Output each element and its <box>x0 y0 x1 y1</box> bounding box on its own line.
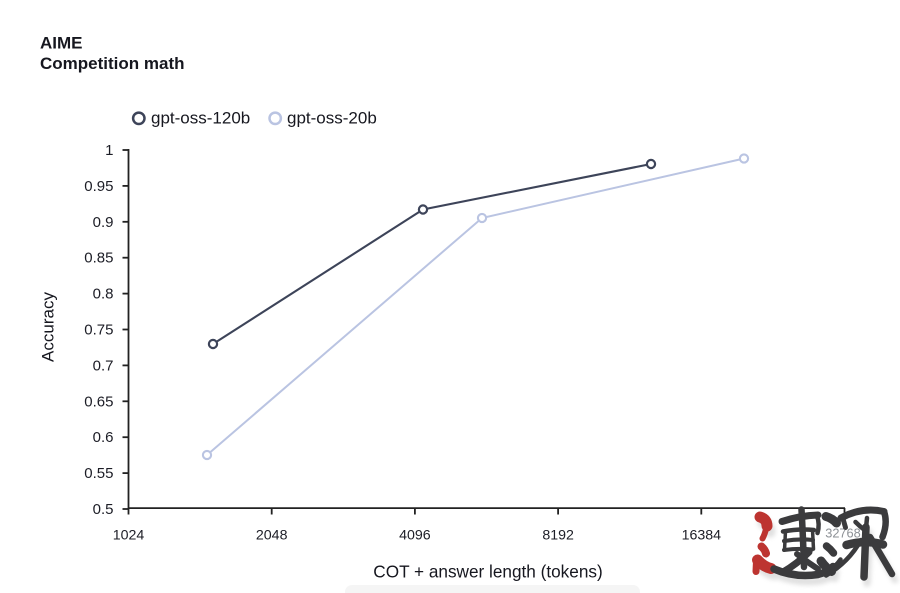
svg-text:0.65: 0.65 <box>84 393 113 410</box>
svg-text:0.95: 0.95 <box>84 178 113 195</box>
svg-text:gpt-oss-120b: gpt-oss-120b <box>151 109 250 128</box>
svg-text:0.5: 0.5 <box>93 501 114 518</box>
svg-text:2048: 2048 <box>256 528 288 544</box>
svg-text:16384: 16384 <box>682 528 722 544</box>
svg-text:0.7: 0.7 <box>93 357 114 374</box>
svg-text:1: 1 <box>105 142 113 159</box>
svg-text:0.75: 0.75 <box>84 322 113 339</box>
svg-text:1024: 1024 <box>113 528 145 544</box>
svg-text:8192: 8192 <box>542 528 574 544</box>
svg-text:Accuracy: Accuracy <box>39 292 58 362</box>
svg-text:gpt-oss-20b: gpt-oss-20b <box>287 109 377 128</box>
svg-text:32768: 32768 <box>825 526 861 541</box>
svg-text:0.9: 0.9 <box>93 214 114 231</box>
svg-text:4096: 4096 <box>399 528 431 544</box>
svg-text:COT + answer length (tokens): COT + answer length (tokens) <box>373 562 602 582</box>
svg-text:0.8: 0.8 <box>93 286 114 303</box>
svg-text:0.85: 0.85 <box>84 250 113 267</box>
svg-text:0.6: 0.6 <box>93 429 114 446</box>
svg-text:Competition math: Competition math <box>40 54 185 73</box>
svg-text:0.55: 0.55 <box>84 465 113 482</box>
svg-text:AIME: AIME <box>40 34 83 53</box>
